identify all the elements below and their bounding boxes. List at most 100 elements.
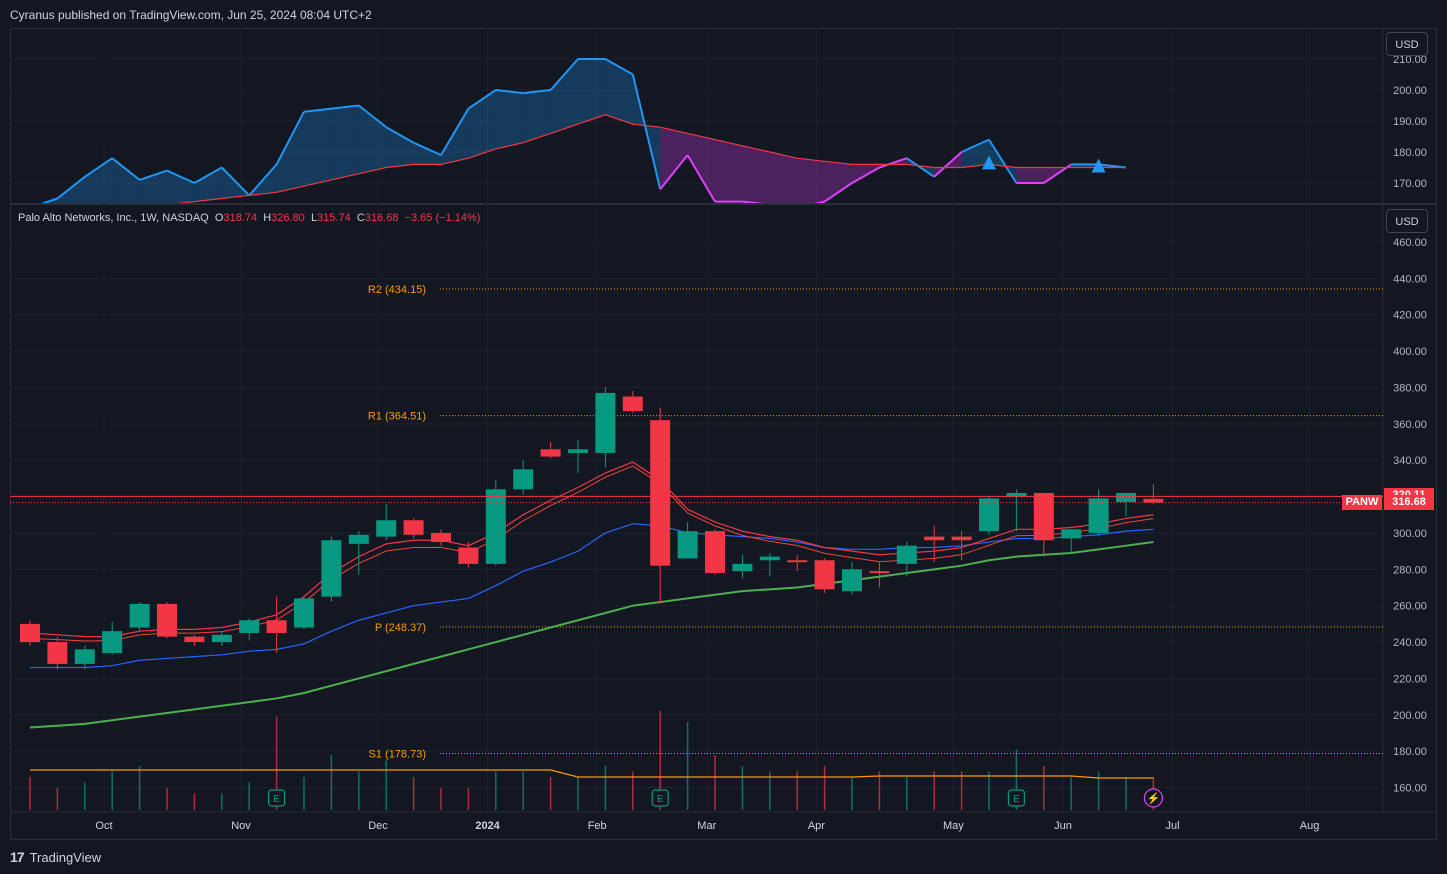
upper-fast-line [906,157,935,178]
time-tick: Nov [231,820,251,832]
main-legend: Palo Alto Networks, Inc., 1W, NASDAQ O31… [18,212,480,224]
candle-body [47,642,68,664]
upper-fill [249,164,277,196]
candle-body [485,489,506,564]
candle-body [184,636,205,643]
candle-body [1033,492,1054,541]
legend-symbol: Palo Alto Networks, Inc., 1W, NASDAQ [18,212,209,224]
upper-fast-line [631,74,662,190]
header-bar: Cyranus published on TradingView.com, Ju… [0,0,1447,28]
candle-body [513,469,534,490]
candle-body [1143,498,1164,503]
upper-fast-line [331,104,359,110]
upper-fast-line [84,157,113,178]
upper-fast-line [56,176,86,200]
upper-currency-button[interactable]: USD [1386,32,1428,56]
footer: 17 TradingView [10,849,101,865]
main-price-tick: 280.00 [1393,564,1427,576]
upper-fast-line [221,166,250,197]
candle-body [568,449,588,453]
upper-fast-line [41,197,58,203]
candle-body [102,631,123,653]
time-tick: Dec [368,820,388,832]
candle-body [951,536,972,541]
candle-body [732,563,753,572]
main-price-tick: 340.00 [1393,455,1427,467]
close-price-tag: 316.68 [1384,494,1434,510]
upper-fast-line [686,154,716,203]
upper-fast-line [659,154,689,190]
candle-body [1116,492,1136,503]
upper-fast-line [813,200,825,203]
candle-body [129,603,150,628]
legend-high-label: H [263,212,272,224]
upper-fast-line [742,200,764,203]
time-tick: 2024 [475,820,500,832]
volume-ma-line [30,769,1154,779]
lightning-icon-glyph: ⚡ [1147,792,1161,805]
candle-body [458,547,479,564]
legend-low-label: L [310,212,318,224]
candle-body [759,556,780,561]
legend-change: −3.65 (−1.14%) [404,212,481,224]
footer-brand[interactable]: TradingView [29,849,102,865]
earnings-marker [651,789,669,807]
upper-fill [331,105,359,180]
chart-frame[interactable] [10,28,1437,840]
candle-body [157,603,177,637]
upper-fast-line [770,205,797,208]
time-tick: Jun [1054,820,1072,832]
time-tick: Mar [697,820,716,832]
upper-fast-line [139,169,168,181]
ema-fast2-line [29,465,1154,642]
candle-body [1061,529,1082,539]
legend-open-label: O [214,212,224,224]
time-tick: Oct [95,820,112,832]
upper-fast-line [467,89,497,110]
time-tick: Apr [808,820,825,832]
upper-price-tick: 200.00 [1393,85,1427,97]
main-price-tick: 160.00 [1393,783,1427,795]
main-price-tick: 180.00 [1393,746,1427,758]
upper-fill [1016,167,1044,183]
candle-body [20,623,40,643]
candle-body [705,531,725,573]
bull-signal-triangle [1091,158,1106,173]
earnings-marker-label: E [1013,794,1020,805]
time-tick: Aug [1300,820,1320,832]
candle-body [266,620,287,633]
upper-fill [605,59,633,125]
upper-fill [961,139,989,168]
legend-close-label: C [356,212,365,224]
main-price-tick: 440.00 [1393,273,1427,285]
upper-fill [167,170,195,203]
upper-fast-line [166,169,195,184]
upper-fill [742,145,770,203]
upper-fill [550,59,578,134]
main-price-tick: 380.00 [1393,382,1427,394]
earnings-marker-label: E [273,794,280,805]
upper-fill [687,133,715,202]
main-currency-button[interactable]: USD [1386,209,1428,233]
legend-low: 315.74 [317,212,351,224]
legend-open: 318.74 [223,212,258,224]
upper-fast-line [385,126,415,144]
upper-price-tick: 180.00 [1393,147,1427,159]
upper-fast-line [879,157,908,169]
main-price-tick: 400.00 [1393,346,1427,358]
upper-fill [84,158,113,203]
time-tick: May [943,820,964,832]
candle-body [1006,492,1027,497]
publish-info: Cyranus published on TradingView.com, Ju… [10,8,372,22]
upper-fast-line [933,151,963,178]
upper-fast-line [523,89,551,95]
upper-fill [468,90,496,159]
main-price-tick: 420.00 [1393,310,1427,322]
upper-fill [194,167,222,202]
tradingview-logo-icon[interactable]: 17 [10,849,25,865]
upper-price-tick: 170.00 [1393,178,1427,190]
upper-fast-line [961,138,990,153]
upper-fast-line [275,111,305,165]
candle-body [924,536,945,541]
